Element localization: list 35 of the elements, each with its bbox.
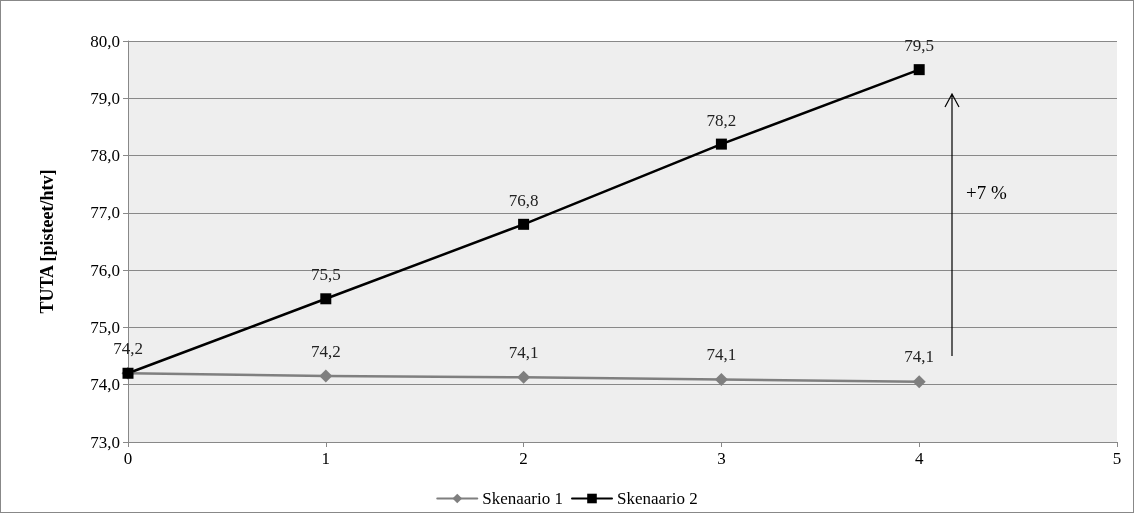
annotation: +7 %	[966, 182, 1007, 204]
data-label: 74,2	[113, 338, 143, 358]
x-tick-label: 4	[914, 449, 924, 468]
y-tick-label: 79,0	[90, 88, 120, 108]
point	[320, 293, 332, 305]
data-label: 74,1	[904, 347, 935, 367]
y-tick-label: 73,0	[90, 432, 120, 452]
y-tick-label: 78,0	[90, 146, 120, 166]
point	[715, 138, 727, 150]
data-label: 75,5	[310, 265, 341, 285]
data-label: 74,1	[706, 345, 737, 365]
y-tick-label: 74,0	[90, 375, 120, 395]
x-tick-label: 0	[123, 449, 133, 468]
x-tick-label: 5	[1112, 449, 1122, 468]
x-tick-label: 2	[519, 449, 528, 468]
x-tick-label: 1	[321, 449, 331, 468]
y-tick-label: 75,0	[90, 317, 120, 337]
y-tick-label: 76,0	[90, 260, 120, 280]
y-tick-label: 80,0	[90, 31, 120, 51]
point	[714, 373, 728, 387]
data-label: 74,2	[310, 341, 341, 361]
y-axis-title: TUTA [pisteet/htv]	[37, 169, 57, 314]
y-tick-label: 77,0	[90, 203, 120, 223]
data-label: 74,1	[508, 342, 539, 362]
x-tick-label: 3	[717, 449, 726, 468]
point	[319, 369, 333, 383]
data-label: 79,5	[904, 36, 935, 56]
data-label: 78,2	[706, 110, 737, 130]
point	[518, 218, 530, 230]
legend-label: Skenaario 1	[482, 489, 564, 508]
point	[913, 64, 925, 76]
point	[912, 375, 926, 389]
point	[517, 370, 531, 384]
data-label: 76,8	[508, 190, 539, 210]
legend-label: Skenaario 2	[617, 489, 698, 508]
